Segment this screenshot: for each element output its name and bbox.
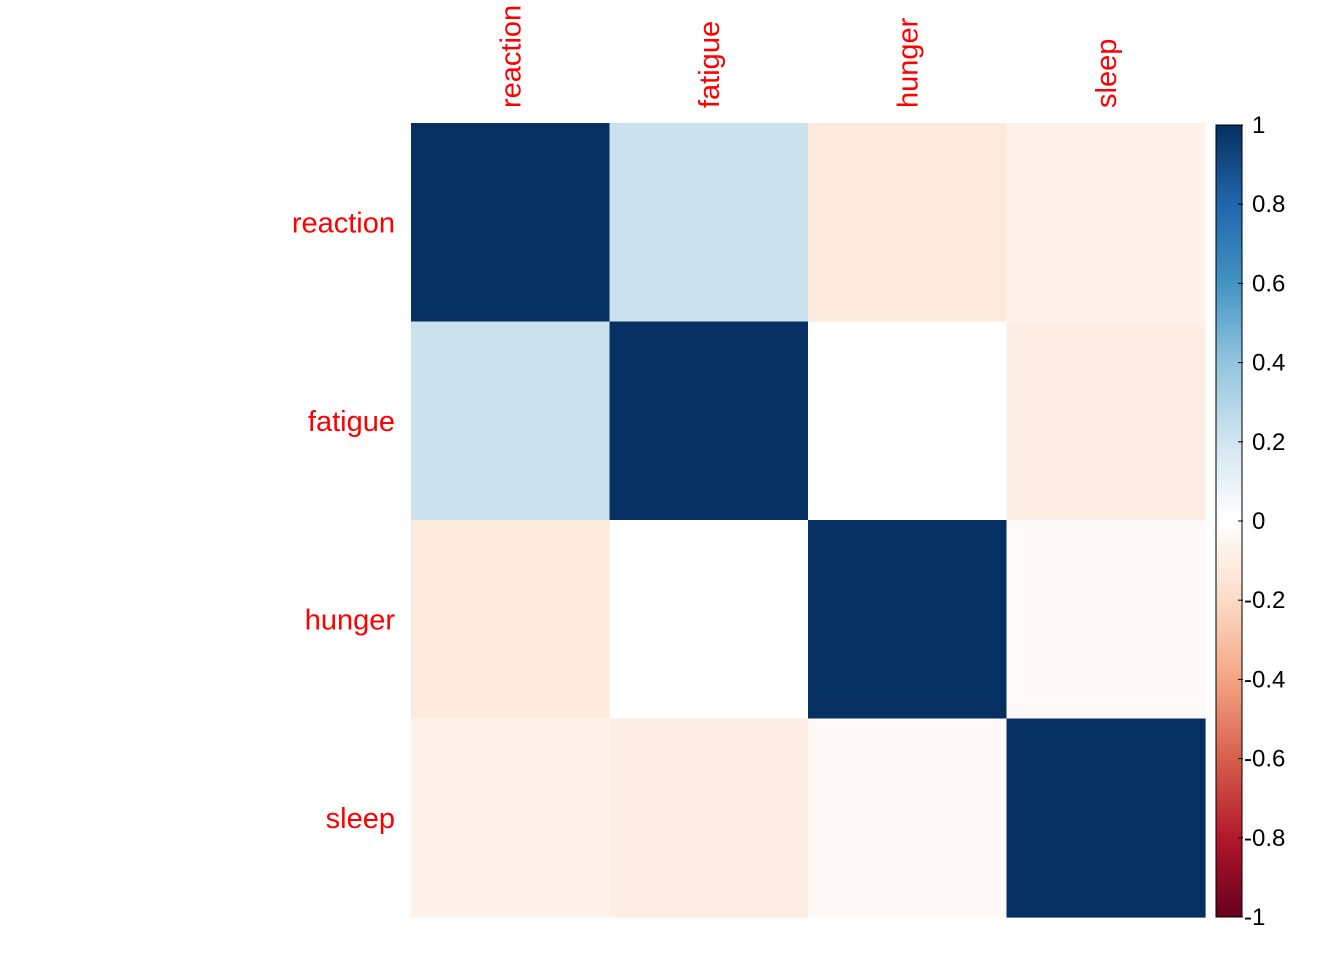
heatmap-cells bbox=[411, 123, 1206, 918]
heatmap-cell-sleep-hunger bbox=[808, 718, 1008, 918]
heatmap-cell-fatigue-reaction bbox=[411, 321, 611, 521]
row-label-sleep: sleep bbox=[326, 803, 395, 835]
heatmap-cell-reaction-hunger bbox=[808, 123, 1008, 323]
colorbar-tick-label: -1 bbox=[1244, 904, 1265, 931]
colorbar-tick-label: 0.4 bbox=[1252, 350, 1285, 377]
colorbar-tick-label: 0 bbox=[1252, 508, 1265, 535]
heatmap-cell-sleep-sleep bbox=[1006, 718, 1206, 918]
colorbar-tick-label: 1 bbox=[1252, 112, 1265, 139]
colorbar: 1 0.8 0.6 0.4 0.2 0 -0.2 -0.4 -0.6 -0.8 -1 bbox=[1215, 112, 1285, 931]
heatmap-cell-reaction-sleep bbox=[1006, 123, 1206, 323]
heatmap-cell-reaction-reaction bbox=[411, 123, 611, 323]
heatmap-cell-hunger-fatigue bbox=[609, 520, 809, 720]
column-labels: reaction fatigue hunger sleep bbox=[495, 5, 1123, 108]
heatmap-cell-sleep-reaction bbox=[411, 718, 611, 918]
colorbar-tick-label: 0.6 bbox=[1252, 270, 1285, 297]
column-label-sleep: sleep bbox=[1091, 39, 1123, 108]
colorbar-tick-label: 0.8 bbox=[1252, 191, 1285, 218]
column-label-fatigue: fatigue bbox=[694, 21, 726, 108]
column-label-hunger: hunger bbox=[892, 17, 924, 108]
row-label-fatigue: fatigue bbox=[308, 406, 395, 438]
colorbar-tick-label: 0.2 bbox=[1252, 429, 1285, 456]
heatmap-cell-fatigue-sleep bbox=[1006, 321, 1206, 521]
row-label-reaction: reaction bbox=[292, 207, 395, 239]
colorbar-tick-label: -0.4 bbox=[1244, 666, 1285, 693]
heatmap-cell-hunger-sleep bbox=[1006, 520, 1206, 720]
column-label-reaction: reaction bbox=[495, 5, 527, 108]
heatmap-cell-hunger-hunger bbox=[808, 520, 1008, 720]
colorbar-scale bbox=[1215, 124, 1243, 918]
heatmap-cell-fatigue-hunger bbox=[808, 321, 1008, 521]
colorbar-tick-label: -0.2 bbox=[1244, 587, 1285, 614]
colorbar-tick-label: -0.8 bbox=[1244, 825, 1285, 852]
heatmap-cell-sleep-fatigue bbox=[609, 718, 809, 918]
row-labels: reaction fatigue hunger sleep bbox=[292, 207, 396, 835]
colorbar-tick-label: -0.6 bbox=[1244, 746, 1285, 773]
row-label-hunger: hunger bbox=[305, 604, 396, 636]
heatmap-cell-fatigue-fatigue bbox=[609, 321, 809, 521]
heatmap-cell-reaction-fatigue bbox=[609, 123, 809, 323]
heatmap-cell-hunger-reaction bbox=[411, 520, 611, 720]
